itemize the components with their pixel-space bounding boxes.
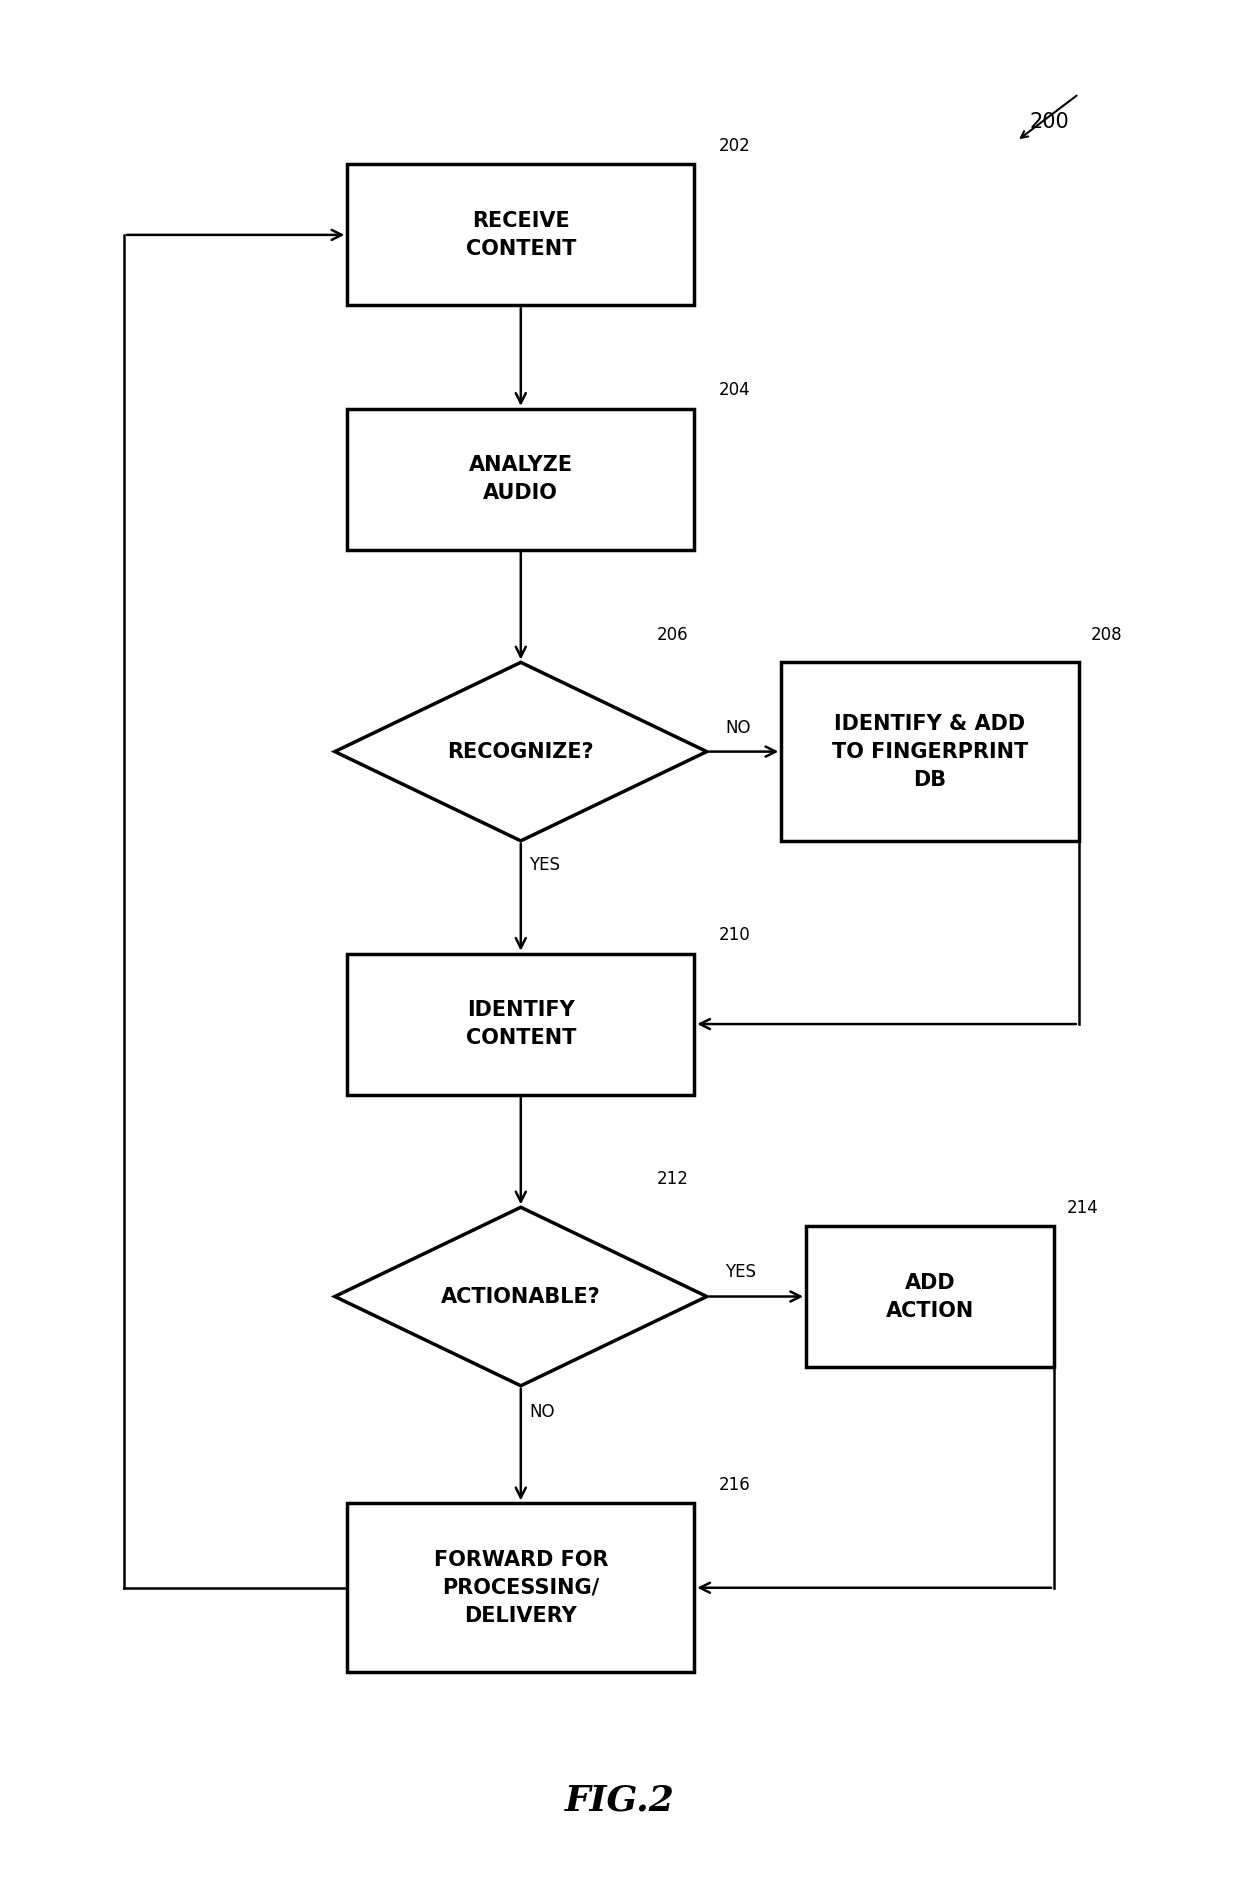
Text: 202: 202 — [719, 137, 751, 156]
Text: ACTIONABLE?: ACTIONABLE? — [441, 1287, 600, 1306]
Text: NO: NO — [529, 1402, 556, 1421]
Text: 200: 200 — [1029, 113, 1069, 132]
Text: IDENTIFY
CONTENT: IDENTIFY CONTENT — [465, 1000, 577, 1048]
Text: 208: 208 — [1091, 626, 1123, 644]
Text: 214: 214 — [1066, 1199, 1099, 1218]
FancyBboxPatch shape — [347, 165, 694, 304]
Text: FIG.2: FIG.2 — [565, 1783, 675, 1817]
Text: ANALYZE
AUDIO: ANALYZE AUDIO — [469, 455, 573, 504]
Text: RECOGNIZE?: RECOGNIZE? — [448, 742, 594, 761]
Text: ADD
ACTION: ADD ACTION — [885, 1272, 975, 1321]
Text: YES: YES — [529, 855, 560, 874]
Text: RECEIVE
CONTENT: RECEIVE CONTENT — [465, 210, 577, 259]
Text: 212: 212 — [657, 1171, 689, 1189]
FancyBboxPatch shape — [347, 410, 694, 551]
Text: NO: NO — [725, 718, 751, 737]
FancyBboxPatch shape — [347, 1503, 694, 1672]
Text: IDENTIFY & ADD
TO FINGERPRINT
DB: IDENTIFY & ADD TO FINGERPRINT DB — [832, 714, 1028, 789]
Text: 206: 206 — [657, 626, 689, 644]
Polygon shape — [335, 1208, 707, 1387]
FancyBboxPatch shape — [806, 1225, 1054, 1368]
Text: 204: 204 — [719, 381, 751, 400]
Text: 210: 210 — [719, 926, 751, 943]
FancyBboxPatch shape — [347, 953, 694, 1094]
Text: 216: 216 — [719, 1475, 751, 1494]
FancyBboxPatch shape — [781, 663, 1079, 842]
Text: YES: YES — [725, 1263, 756, 1281]
Text: FORWARD FOR
PROCESSING/
DELIVERY: FORWARD FOR PROCESSING/ DELIVERY — [434, 1550, 608, 1625]
Polygon shape — [335, 663, 707, 842]
